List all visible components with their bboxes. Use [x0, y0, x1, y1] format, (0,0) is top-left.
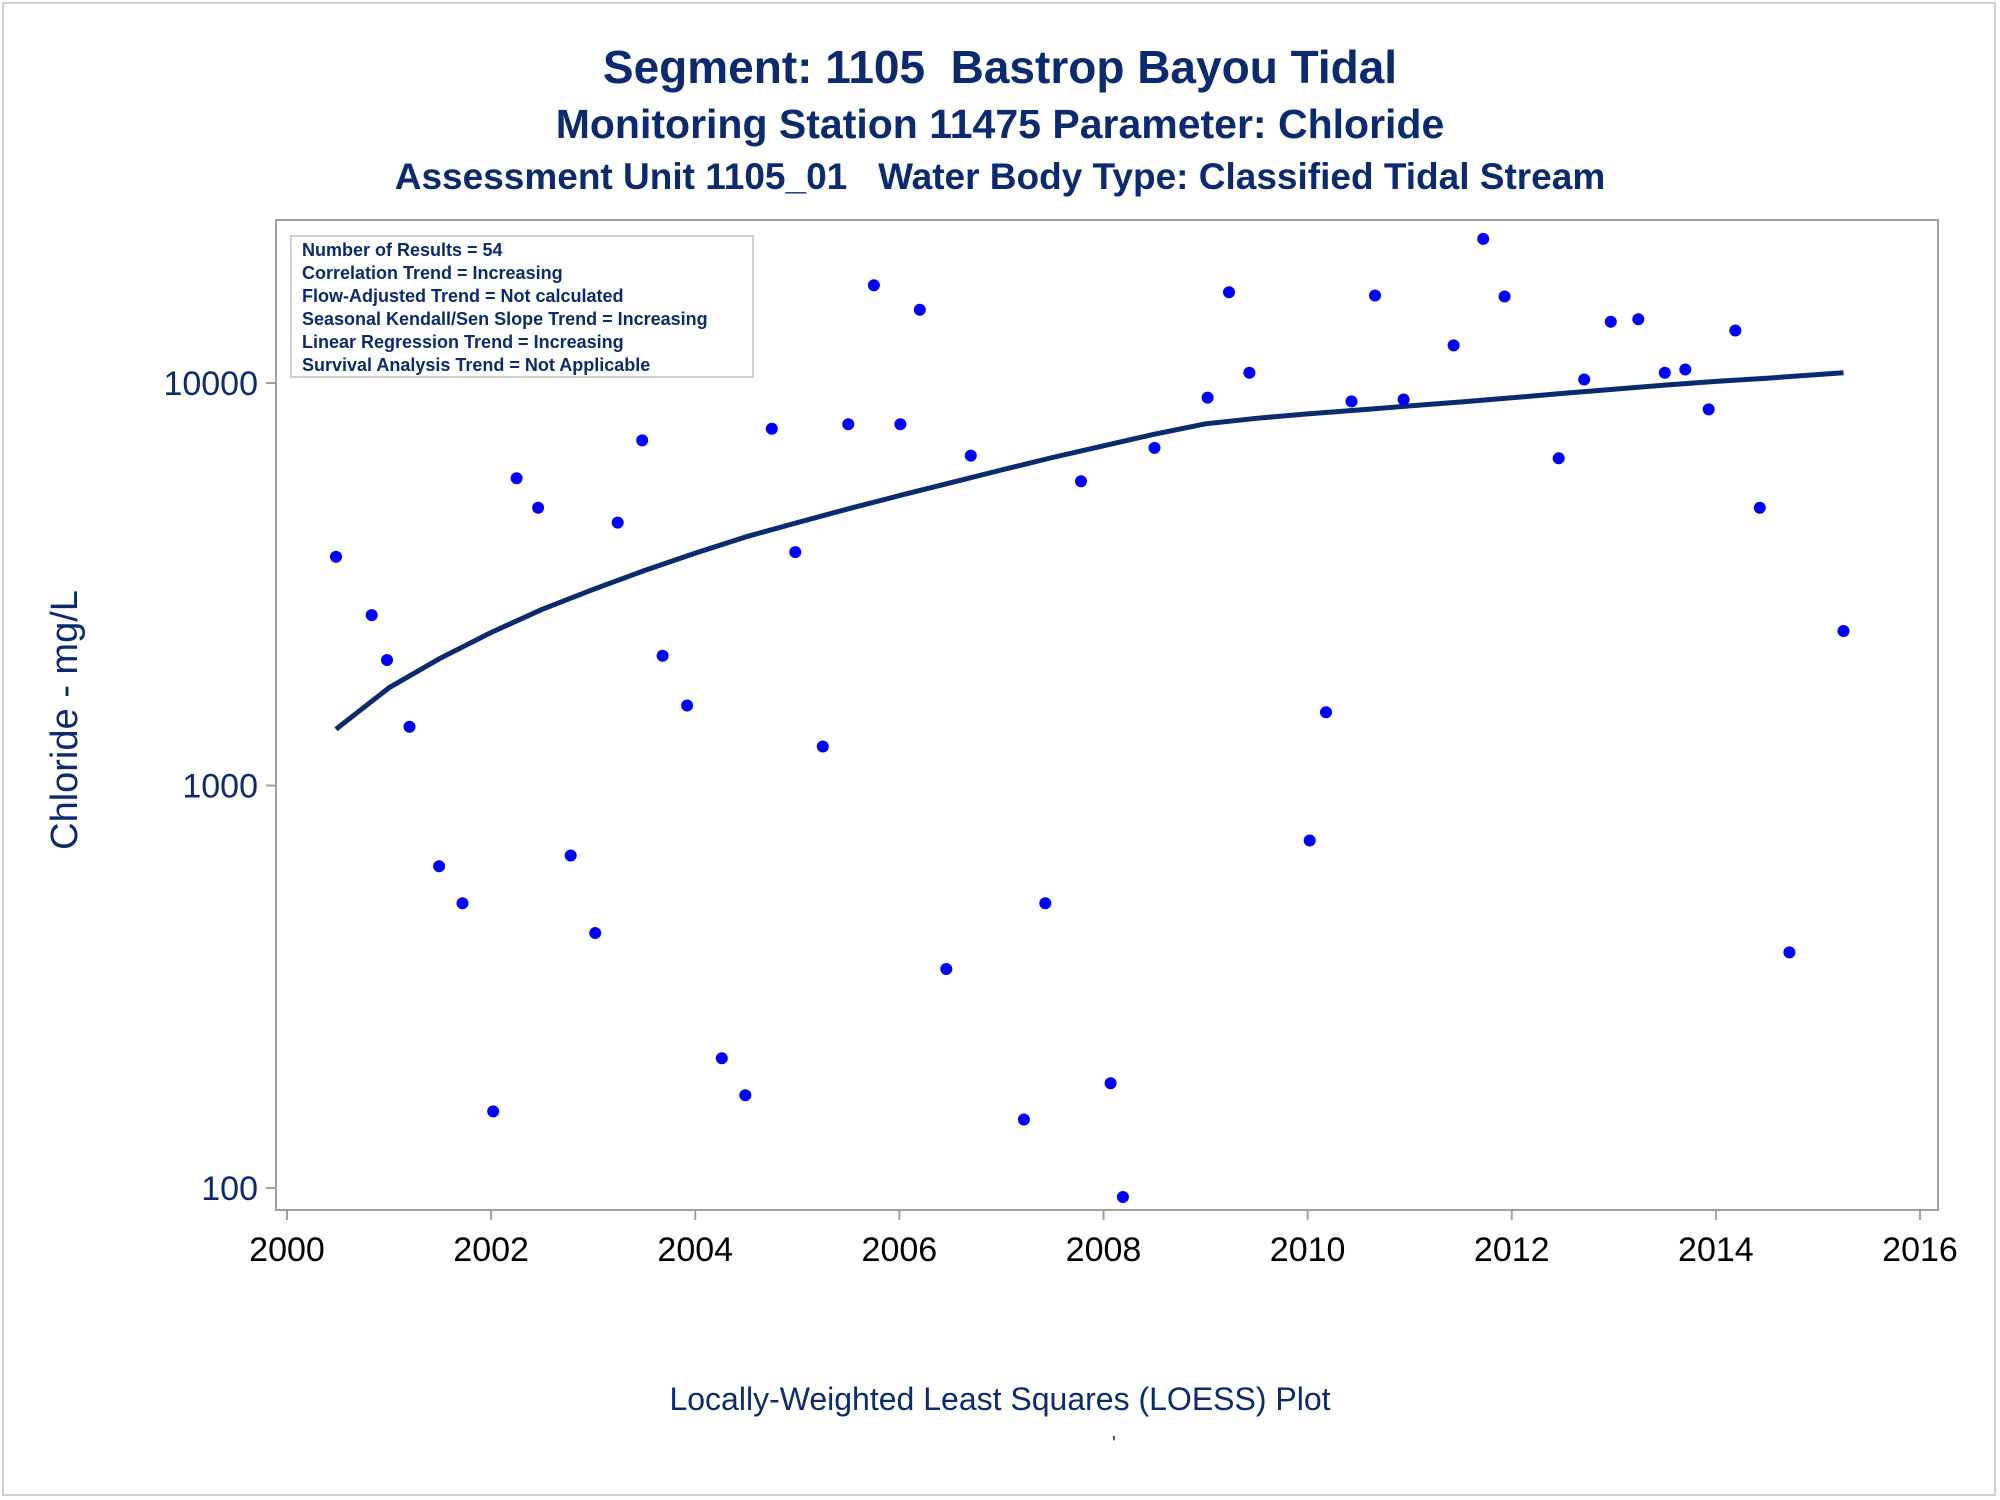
data-point-28 [1039, 897, 1052, 910]
data-point-27 [1017, 1113, 1030, 1126]
y-tick-label-100: 100 [201, 1170, 258, 1208]
data-point-36 [1303, 834, 1316, 847]
data-point-18 [765, 422, 778, 435]
loess-layer [334, 370, 1844, 732]
data-point-19 [789, 546, 802, 559]
y-axis-label: Chloride - mg/L [44, 590, 86, 850]
footnote-mark: ' [1112, 1433, 1116, 1455]
data-point-39 [1369, 289, 1381, 302]
data-point-35 [1243, 366, 1256, 379]
data-point-8 [510, 472, 523, 485]
data-point-37 [1320, 706, 1332, 719]
chart-subtitle-assessment: Assessment Unit 1105_01 Water Body Type:… [394, 156, 1606, 197]
x-tick-label-2008: 2008 [1066, 1231, 1142, 1269]
loess-curve [334, 370, 1844, 732]
trend-annotation-3: Flow-Adjusted Trend = Not calculated [302, 286, 624, 306]
data-point-23 [894, 418, 907, 431]
x-tick-label-2010: 2010 [1270, 1231, 1346, 1269]
x-tick-label-2014: 2014 [1678, 1231, 1754, 1269]
data-point-48 [1658, 366, 1671, 379]
data-point-51 [1729, 324, 1742, 337]
data-point-50 [1702, 403, 1715, 416]
y-axis: 100 1000 10000 [163, 365, 276, 1208]
data-point-40 [1397, 393, 1410, 406]
data-point-13 [636, 434, 649, 447]
data-point-53 [1783, 946, 1796, 959]
y-tick-label-10000: 10000 [163, 365, 258, 403]
data-point-30 [1104, 1077, 1117, 1090]
data-point-21 [842, 418, 855, 431]
trend-annotation-6: Survival Analysis Trend = Not Applicable [302, 355, 650, 375]
data-point-26 [964, 449, 977, 462]
data-point-42 [1477, 232, 1490, 245]
data-point-25 [940, 963, 953, 975]
data-point-14 [656, 649, 669, 662]
data-point-46 [1604, 315, 1617, 328]
plot-area [275, 219, 1939, 1211]
trend-annotation-5: Linear Regression Trend = Increasing [302, 332, 624, 352]
trend-annotation-2: Correlation Trend = Increasing [302, 263, 563, 283]
y-tick-label-1000: 1000 [182, 768, 258, 806]
data-point-17 [739, 1089, 752, 1102]
data-point-15 [681, 699, 694, 712]
data-point-49 [1679, 363, 1692, 376]
data-point-4 [403, 720, 416, 733]
data-point-20 [816, 740, 829, 753]
data-point-47 [1632, 313, 1645, 326]
data-point-38 [1345, 395, 1358, 408]
data-point-29 [1075, 475, 1087, 488]
data-point-16 [715, 1052, 728, 1065]
data-point-44 [1552, 452, 1565, 465]
data-point-9 [532, 501, 545, 514]
data-point-5 [433, 860, 446, 873]
x-tick-label-2012: 2012 [1474, 1231, 1550, 1269]
data-point-45 [1578, 373, 1591, 386]
data-point-31 [1116, 1191, 1129, 1203]
data-point-41 [1447, 339, 1460, 352]
data-point-34 [1223, 286, 1235, 299]
data-point-43 [1498, 290, 1511, 303]
data-point-33 [1201, 391, 1214, 404]
data-points [330, 232, 1850, 1203]
chart-title: Segment: 1105 Bastrop Bayou Tidal [602, 41, 1398, 93]
data-point-52 [1753, 501, 1766, 514]
chart-subtitle-station: Monitoring Station 11475 Parameter: Chlo… [555, 101, 1445, 147]
data-point-3 [381, 654, 393, 666]
data-point-32 [1148, 441, 1161, 454]
data-point-10 [564, 849, 577, 862]
data-point-7 [487, 1105, 500, 1118]
data-point-12 [611, 516, 624, 529]
x-tick-label-2002: 2002 [453, 1231, 529, 1269]
x-tick-label-2000: 2000 [249, 1231, 325, 1269]
trend-legend-border [290, 235, 754, 378]
data-point-11 [589, 927, 602, 939]
trend-annotation-1: Number of Results = 54 [302, 240, 503, 260]
data-point-24 [913, 303, 926, 316]
trend-annotation-4: Seasonal Kendall/Sen Slope Trend = Incre… [302, 309, 708, 329]
data-point-1 [330, 550, 342, 563]
trend-legend-box: Number of Results = 54 Correlation Trend … [290, 235, 754, 378]
x-tick-label-2006: 2006 [862, 1231, 938, 1269]
data-point-6 [456, 897, 469, 910]
data-point-54 [1837, 625, 1850, 637]
data-point-2 [365, 609, 378, 622]
plot-method-footnote: Locally-Weighted Least Squares (LOESS) P… [669, 1381, 1331, 1417]
data-point-22 [867, 279, 880, 292]
x-axis: 2000 2002 2004 2006 2008 2010 2012 2014 2016 [249, 1210, 1958, 1269]
x-tick-label-2004: 2004 [657, 1231, 733, 1269]
x-tick-label-2016: 2016 [1882, 1231, 1958, 1269]
